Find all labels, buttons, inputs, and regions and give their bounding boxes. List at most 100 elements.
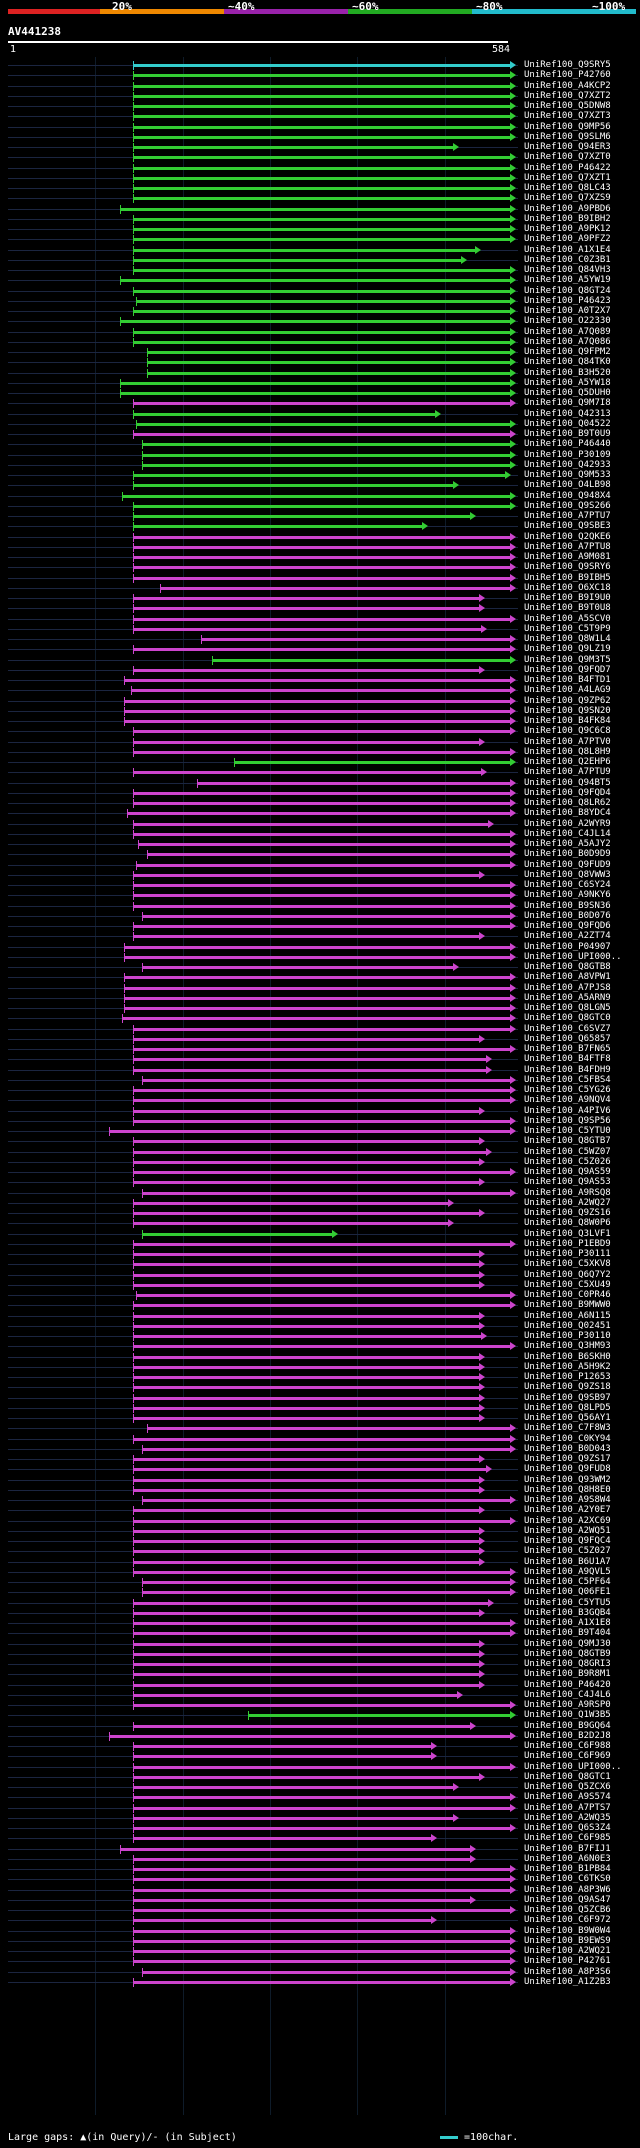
hit-label-link[interactable]: UniRef100_UPI000..: [524, 1761, 622, 1772]
hit-row[interactable]: UniRef100_Q9FUD8: [8, 1464, 638, 1475]
hit-bar[interactable]: [133, 1048, 511, 1051]
hit-label-link[interactable]: UniRef100_A7PTU8: [524, 541, 611, 552]
hit-row[interactable]: UniRef100_A2Y0E7: [8, 1505, 638, 1516]
hit-row[interactable]: UniRef100_B0D043: [8, 1444, 638, 1454]
hit-label-link[interactable]: UniRef100_C6TKS0: [524, 1874, 611, 1885]
hit-bar[interactable]: [135, 299, 511, 303]
hit-row[interactable]: UniRef100_C6SY24: [8, 880, 638, 890]
hit-row[interactable]: UniRef100_C5FBS4: [8, 1075, 638, 1085]
hit-label-link[interactable]: UniRef100_C6F972: [524, 1915, 611, 1926]
hit-bar[interactable]: [142, 1970, 511, 1974]
hit-bar[interactable]: [133, 217, 511, 221]
hit-label-link[interactable]: UniRef100_P46440: [524, 439, 611, 450]
hit-label-link[interactable]: UniRef100_A2ZT74: [524, 931, 611, 942]
hit-row[interactable]: UniRef100_B4FK84: [8, 716, 638, 726]
hit-label-link[interactable]: UniRef100_Q9ZS16: [524, 1208, 611, 1218]
hit-row[interactable]: UniRef100_Q65857: [8, 1034, 638, 1044]
hit-row[interactable]: UniRef100_C6F972: [8, 1915, 638, 1926]
hit-bar[interactable]: [120, 1847, 472, 1851]
hit-row[interactable]: UniRef100_A4KCP2: [8, 81, 638, 91]
hit-bar[interactable]: [124, 945, 511, 949]
hit-label-link[interactable]: UniRef100_Q9FUD9: [524, 859, 611, 870]
hit-label-link[interactable]: UniRef100_Q9SRY5: [524, 60, 611, 70]
hit-label-link[interactable]: UniRef100_A9RSP0: [524, 1700, 611, 1710]
hit-bar[interactable]: [133, 1314, 480, 1318]
hit-label-link[interactable]: UniRef100_P42760: [524, 70, 611, 81]
hit-row[interactable]: UniRef100_Q9FPM2: [8, 347, 638, 357]
hit-bar[interactable]: [212, 658, 511, 662]
hit-label-link[interactable]: UniRef100_A9NQV4: [524, 1095, 611, 1106]
hit-label-link[interactable]: UniRef100_A7PJS8: [524, 982, 611, 993]
hit-bar[interactable]: [133, 1509, 480, 1513]
hit-bar[interactable]: [234, 761, 511, 764]
hit-bar[interactable]: [133, 146, 454, 149]
hit-row[interactable]: UniRef100_B0D076: [8, 911, 638, 921]
hit-row[interactable]: UniRef100_C7F8W3: [8, 1423, 638, 1434]
hit-label-link[interactable]: UniRef100_Q5ZCB6: [524, 1905, 611, 1915]
hit-bar[interactable]: [133, 228, 511, 231]
hit-row[interactable]: UniRef100_Q94ER3: [8, 142, 638, 152]
hit-label-link[interactable]: UniRef100_A9NKY6: [524, 890, 611, 901]
hit-bar[interactable]: [133, 1468, 487, 1472]
hit-label-link[interactable]: UniRef100_Q9AS53: [524, 1177, 611, 1188]
hit-bar[interactable]: [131, 689, 511, 693]
hit-label-link[interactable]: UniRef100_A1X1E4: [524, 244, 611, 255]
hit-bar[interactable]: [133, 433, 511, 436]
hit-bar[interactable]: [133, 330, 511, 334]
hit-bar[interactable]: [133, 289, 511, 293]
hit-row[interactable]: UniRef100_Q8GRI3: [8, 1659, 638, 1669]
hit-bar[interactable]: [124, 996, 511, 1000]
hit-label-link[interactable]: UniRef100_O6XC18: [524, 582, 611, 593]
hit-label-link[interactable]: UniRef100_Q8LPD5: [524, 1402, 611, 1413]
hit-row[interactable]: UniRef100_P46423: [8, 296, 638, 306]
hit-label-link[interactable]: UniRef100_Q9FUD8: [524, 1464, 611, 1475]
hit-bar[interactable]: [109, 1734, 511, 1738]
hit-row[interactable]: UniRef100_B9T0U8: [8, 603, 638, 614]
hit-row[interactable]: UniRef100_C5YTU5: [8, 1598, 638, 1608]
hit-bar[interactable]: [133, 1324, 480, 1328]
hit-row[interactable]: UniRef100_A2WQ51: [8, 1526, 638, 1536]
hit-row[interactable]: UniRef100_Q8GTC1: [8, 1772, 638, 1782]
hit-row[interactable]: UniRef100_A9QVL5: [8, 1567, 638, 1577]
hit-row[interactable]: UniRef100_P12653: [8, 1372, 638, 1382]
hit-bar[interactable]: [133, 504, 511, 508]
hit-row[interactable]: UniRef100_B9IBH2: [8, 214, 638, 224]
hit-bar[interactable]: [133, 1160, 480, 1164]
hit-bar[interactable]: [133, 1704, 511, 1707]
hit-label-link[interactable]: UniRef100_A7Q086: [524, 336, 611, 347]
hit-row[interactable]: UniRef100_B3H520: [8, 368, 638, 378]
hit-row[interactable]: UniRef100_Q8LC43: [8, 183, 638, 193]
hit-label-link[interactable]: UniRef100_Q9SB97: [524, 1392, 611, 1403]
hit-label-link[interactable]: UniRef100_B6U1A7: [524, 1556, 611, 1567]
hit-bar[interactable]: [133, 1950, 511, 1953]
hit-row[interactable]: UniRef100_C5YTU0: [8, 1126, 638, 1136]
hit-label-link[interactable]: UniRef100_A8VPW1: [524, 972, 611, 983]
hit-bar[interactable]: [133, 1376, 480, 1379]
hit-label-link[interactable]: UniRef100_B3GQB4: [524, 1607, 611, 1618]
hit-row[interactable]: UniRef100_A5AJY2: [8, 839, 638, 849]
hit-label-link[interactable]: UniRef100_A8P3W6: [524, 1884, 611, 1895]
hit-bar[interactable]: [133, 1632, 511, 1636]
hit-label-link[interactable]: UniRef100_Q9M3T5: [524, 654, 611, 665]
hit-bar[interactable]: [133, 1980, 511, 1984]
hit-row[interactable]: UniRef100_C5WZ07: [8, 1147, 638, 1157]
hit-label-link[interactable]: UniRef100_P46420: [524, 1679, 611, 1690]
hit-label-link[interactable]: UniRef100_B6SKH0: [524, 1351, 611, 1362]
hit-row[interactable]: UniRef100_Q94BT5: [8, 778, 638, 788]
hit-label-link[interactable]: UniRef100_C6SY24: [524, 880, 611, 890]
hit-row[interactable]: UniRef100_C0KY94: [8, 1434, 638, 1444]
hit-row[interactable]: UniRef100_Q5ZCX6: [8, 1782, 638, 1792]
hit-row[interactable]: UniRef100_B9T404: [8, 1628, 638, 1639]
hit-label-link[interactable]: UniRef100_Q8VWW3: [524, 869, 611, 880]
hit-bar[interactable]: [142, 1499, 511, 1502]
hit-row[interactable]: UniRef100_B1PB84: [8, 1864, 638, 1874]
hit-row[interactable]: UniRef100_A9RSP0: [8, 1700, 638, 1710]
hit-bar[interactable]: [142, 1591, 511, 1595]
hit-label-link[interactable]: UniRef100_Q7XZS9: [524, 193, 611, 204]
hit-row[interactable]: UniRef100_Q8H8E0: [8, 1485, 638, 1495]
hit-label-link[interactable]: UniRef100_Q5DUH0: [524, 388, 611, 398]
hit-label-link[interactable]: UniRef100_B9T0U8: [524, 603, 611, 614]
hit-row[interactable]: UniRef100_A9PFZ2: [8, 234, 638, 245]
hit-label-link[interactable]: UniRef100_Q5DNW8: [524, 101, 611, 111]
hit-label-link[interactable]: UniRef100_B9GQ64: [524, 1720, 611, 1731]
